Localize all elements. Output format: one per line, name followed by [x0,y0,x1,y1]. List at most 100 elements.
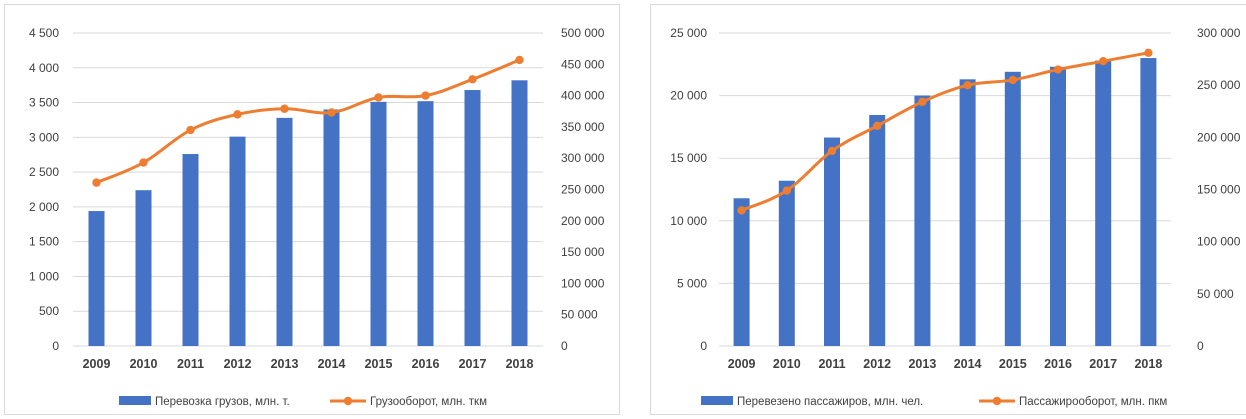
x-tick-label: 2010 [130,357,158,371]
bar [869,115,886,346]
x-tick-label: 2015 [999,357,1027,371]
line-point [233,110,242,119]
y-right-tick-label: 100 000 [1197,235,1241,249]
bar [914,95,931,346]
x-tick-label: 2012 [863,357,891,371]
bar [229,136,246,346]
y-left-tick-label: 10 000 [670,214,707,228]
bar [323,109,340,346]
line-point [327,108,336,117]
line-point [1053,65,1063,74]
line-point [139,158,148,167]
line-point [1099,56,1108,66]
line-point [92,178,101,187]
line-point [963,80,972,90]
passenger-chart-panel: 0 5 000 10 000 15 000 20 000 25 000 0 50 000 100… [650,4,1246,415]
x-tick-label: 2016 [412,357,440,371]
freight-chart: 0 500 1 000 1 500 2 000 2 500 3 000 3 500 4 000 4… [29,26,605,408]
y-left-tick-label: 3 500 [29,96,59,110]
x-tick-label: 2013 [908,357,936,371]
bar [417,101,434,346]
y-left-tick-label: 1 500 [29,235,59,249]
x-tick-label: 2009 [728,357,756,371]
y-left-tick-label: 3 000 [29,130,59,144]
y-right-tick-label: 150 000 [561,245,605,259]
line-point [186,125,195,135]
bar [464,90,481,346]
line-point [873,121,882,131]
bar [276,117,293,346]
legend-bar-label: Перевозка грузов, млн. т. [155,396,290,408]
y-right-tick-label: 300 000 [1197,26,1241,40]
line-point [515,55,524,65]
x-tick-label: 2011 [177,357,204,371]
y-right-tick-label: 150 000 [1197,183,1241,197]
bar [1095,60,1112,346]
line-point [468,75,477,84]
series-line [740,51,1149,212]
y-right-tick-label: 350 000 [561,120,605,134]
y-left-tick-label: 0 [52,339,59,353]
bar [511,80,528,346]
x-tick-label: 2012 [224,357,252,371]
y-right-tick-label: 400 000 [561,89,605,103]
line-point [782,186,791,195]
x-tick-label: 2014 [318,357,346,371]
bar [88,211,105,346]
y-left-tick-label: 1 000 [29,269,59,283]
bar [182,154,199,346]
bar [1004,71,1021,346]
y-right-tick-label: 0 [1197,339,1204,353]
line-point [918,97,927,107]
x-tick-label: 2018 [1134,357,1162,371]
legend-line-label: Пассажирооборот, млн. пкм [1019,396,1167,408]
x-tick-label: 2010 [773,357,801,371]
bar [778,180,795,346]
y-left-tick-label: 5 000 [677,276,707,290]
x-tick-label: 2013 [271,357,299,371]
y-left-tick-label: 20 000 [670,89,707,103]
x-tick-label: 2009 [83,357,111,371]
y-right-tick-label: 500 000 [561,26,605,40]
y-right-tick-label: 100 000 [561,276,605,290]
line-point [421,91,430,100]
legend-line-marker [992,396,1002,406]
x-tick-label: 2015 [365,357,393,371]
y-left-tick-label: 2 500 [29,165,59,179]
y-right-tick-label: 200 000 [561,214,605,228]
y-right-tick-label: 50 000 [561,308,598,322]
bar [370,101,387,346]
series-line [95,58,521,184]
y-left-tick-label: 15 000 [670,151,707,165]
x-tick-label: 2017 [459,357,487,371]
y-left-tick-label: 4 500 [29,26,59,40]
bar [1140,58,1157,346]
bar [1050,66,1066,346]
line-point [1008,75,1017,85]
x-tick-label: 2011 [818,357,845,371]
y-right-tick-label: 250 000 [561,183,605,197]
legend-line-label: Грузооборот, млн. ткм [370,396,487,408]
legend-line-marker [343,396,353,406]
y-right-tick-label: 0 [561,339,568,353]
line-point [827,146,837,156]
bar [824,137,840,346]
y-left-tick-label: 4 000 [29,61,59,75]
bar [733,198,750,346]
x-tick-label: 2014 [954,357,982,371]
line-point [280,104,289,113]
line-point [737,206,746,215]
x-tick-label: 2016 [1044,357,1072,371]
y-right-tick-label: 200 000 [1197,130,1241,144]
y-left-tick-label: 2 000 [29,200,59,214]
x-tick-label: 2018 [506,357,534,371]
y-left-tick-label: 0 [700,339,707,353]
line-point [374,93,383,102]
passenger-chart: 0 5 000 10 000 15 000 20 000 25 000 0 50 000 100… [670,26,1241,408]
y-right-tick-label: 50 000 [1197,287,1234,301]
y-right-tick-label: 450 000 [561,57,605,71]
x-tick-label: 2017 [1089,357,1117,371]
y-right-tick-label: 300 000 [561,151,605,165]
y-left-tick-label: 25 000 [670,26,707,40]
legend-bar-swatch [701,396,733,405]
